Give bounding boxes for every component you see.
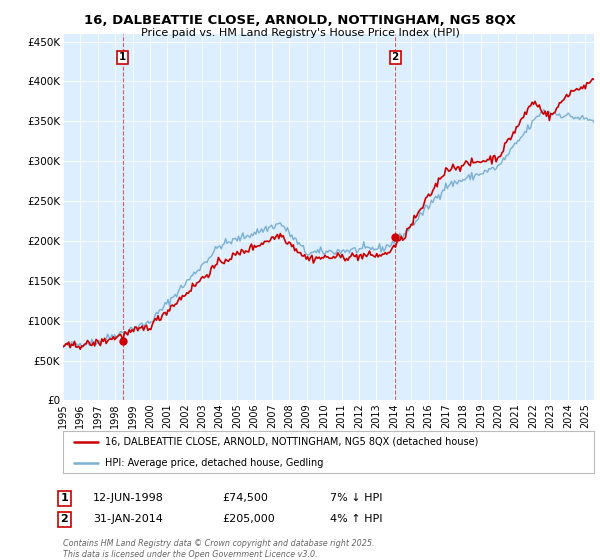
Text: 16, DALBEATTIE CLOSE, ARNOLD, NOTTINGHAM, NG5 8QX (detached house): 16, DALBEATTIE CLOSE, ARNOLD, NOTTINGHAM… bbox=[106, 437, 479, 447]
Text: 1: 1 bbox=[61, 493, 68, 503]
Text: 2: 2 bbox=[392, 53, 399, 63]
Text: £205,000: £205,000 bbox=[222, 514, 275, 524]
Text: 7% ↓ HPI: 7% ↓ HPI bbox=[330, 493, 383, 503]
Text: 1: 1 bbox=[119, 53, 127, 63]
Text: 4% ↑ HPI: 4% ↑ HPI bbox=[330, 514, 383, 524]
Text: 2: 2 bbox=[61, 514, 68, 524]
Text: Price paid vs. HM Land Registry's House Price Index (HPI): Price paid vs. HM Land Registry's House … bbox=[140, 28, 460, 38]
Text: Contains HM Land Registry data © Crown copyright and database right 2025.
This d: Contains HM Land Registry data © Crown c… bbox=[63, 539, 374, 559]
Text: 31-JAN-2014: 31-JAN-2014 bbox=[93, 514, 163, 524]
Text: HPI: Average price, detached house, Gedling: HPI: Average price, detached house, Gedl… bbox=[106, 458, 324, 468]
Text: 16, DALBEATTIE CLOSE, ARNOLD, NOTTINGHAM, NG5 8QX: 16, DALBEATTIE CLOSE, ARNOLD, NOTTINGHAM… bbox=[84, 14, 516, 27]
Text: £74,500: £74,500 bbox=[222, 493, 268, 503]
Text: 12-JUN-1998: 12-JUN-1998 bbox=[93, 493, 164, 503]
